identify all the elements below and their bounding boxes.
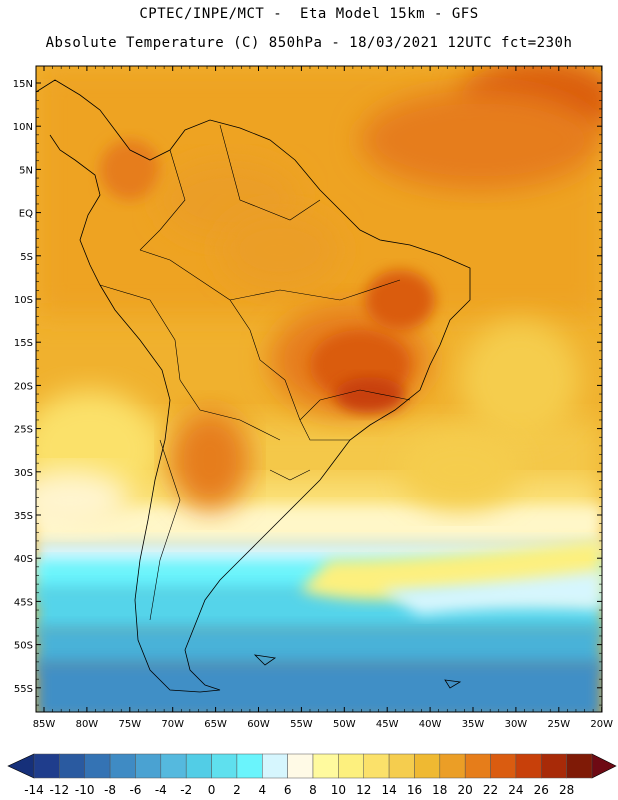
lat-label: 15S [14, 338, 33, 349]
longitude-axis: 85W 80W 75W 70W 65W 60W 55W 50W 45W 40W 35W 30W 25W 2… [33, 66, 613, 730]
lat-label: 50S [14, 641, 33, 652]
lat-label: EQ [19, 209, 33, 220]
colorbar-swatch [363, 753, 390, 779]
colorbar-swatch [338, 753, 364, 779]
colorbar-swatch [33, 753, 60, 779]
colorbar-swatch [515, 753, 542, 779]
colorbar-swatch [287, 753, 314, 779]
map-subtitle: Absolute Temperature (C) 850hPa - 18/03/… [45, 35, 573, 51]
colorbar-swatch [84, 753, 111, 779]
lon-label: 70W [161, 719, 184, 730]
lon-label: 25W [547, 719, 570, 730]
colorbar-label: 8 [309, 783, 317, 797]
temperature-field [36, 66, 602, 712]
colorbar-label: 26 [534, 783, 549, 797]
lat-label: 55S [14, 684, 33, 695]
lat-label: 15N [13, 79, 33, 90]
colorbar-swatch [439, 753, 466, 779]
lat-label: 10N [13, 122, 33, 133]
colorbar-swatch [211, 753, 238, 779]
colorbar-label: -8 [104, 783, 116, 797]
colorbar-label: -2 [180, 783, 192, 797]
colorbar-swatch [414, 753, 441, 779]
colorbar-swatch [262, 753, 288, 779]
lon-label: 40W [419, 719, 442, 730]
colorbar-label: 24 [508, 783, 523, 797]
colorbar-swatch [388, 753, 415, 779]
lon-label: 80W [76, 719, 99, 730]
colorbar-swatch [135, 753, 162, 779]
lat-label: 25S [14, 425, 33, 436]
lon-label: 65W [204, 719, 227, 730]
colorbar-label: 18 [432, 783, 447, 797]
lon-label: 30W [505, 719, 528, 730]
lat-label: 35S [14, 511, 33, 522]
lat-label: 5N [19, 165, 33, 176]
coastline [36, 79, 471, 693]
colorbar-label: 22 [483, 783, 498, 797]
colorbar: -14 -12 -10 -8 -6 -4 -2 0 2 4 6 8 10 12 14 16 18 20 22 24 26… [7, 753, 617, 797]
colorbar-swatch [59, 753, 85, 779]
lat-label: 30S [14, 468, 33, 479]
lon-label: 85W [33, 719, 56, 730]
lon-label: 50W [333, 719, 356, 730]
colorbar-label: 28 [559, 783, 574, 797]
colorbar-swatch [464, 753, 491, 779]
plot-frame [35, 65, 603, 713]
colorbar-swatch [109, 753, 136, 779]
colorbar-label: -14 [24, 783, 44, 797]
colorbar-under-arrow [7, 753, 35, 779]
lon-label: 55W [290, 719, 313, 730]
colorbar-label: -12 [50, 783, 70, 797]
map-title: CPTEC/INPE/MCT - Eta Model 15km - GFS [139, 6, 479, 22]
colorbar-swatch [236, 753, 263, 779]
colorbar-swatch [566, 753, 593, 779]
lon-label: 45W [376, 719, 399, 730]
lon-label: 75W [118, 719, 141, 730]
lat-label: 20S [14, 381, 33, 392]
colorbar-swatch [541, 753, 567, 779]
lon-label: 60W [247, 719, 270, 730]
lon-label: 20W [590, 719, 613, 730]
lat-label: 10S [14, 295, 33, 306]
political-borders [99, 124, 411, 621]
colorbar-label: 12 [356, 783, 371, 797]
colorbar-swatch [185, 753, 212, 779]
colorbar-label: -4 [155, 783, 167, 797]
lat-label: 5S [20, 252, 33, 263]
latitude-axis: 15N 10N 5N EQ 5S 10S 15S 20S 25S 30S 35S 40S 45S 50S 5… [13, 79, 602, 706]
colorbar-label: 10 [331, 783, 346, 797]
colorbar-label: 14 [381, 783, 396, 797]
lat-label: 40S [14, 554, 33, 565]
colorbar-swatch [312, 753, 339, 779]
colorbar-label: 6 [284, 783, 292, 797]
colorbar-swatch [490, 753, 517, 779]
colorbar-label: 2 [233, 783, 241, 797]
colorbar-label: 16 [407, 783, 422, 797]
colorbar-label: -10 [75, 783, 95, 797]
lon-label: 35W [462, 719, 485, 730]
colorbar-label: 0 [208, 783, 216, 797]
colorbar-swatch [160, 753, 187, 779]
colorbar-label: 20 [458, 783, 473, 797]
colorbar-label: 4 [258, 783, 266, 797]
lat-label: 45S [14, 597, 33, 608]
colorbar-label: -6 [129, 783, 141, 797]
colorbar-over-arrow [591, 753, 617, 779]
